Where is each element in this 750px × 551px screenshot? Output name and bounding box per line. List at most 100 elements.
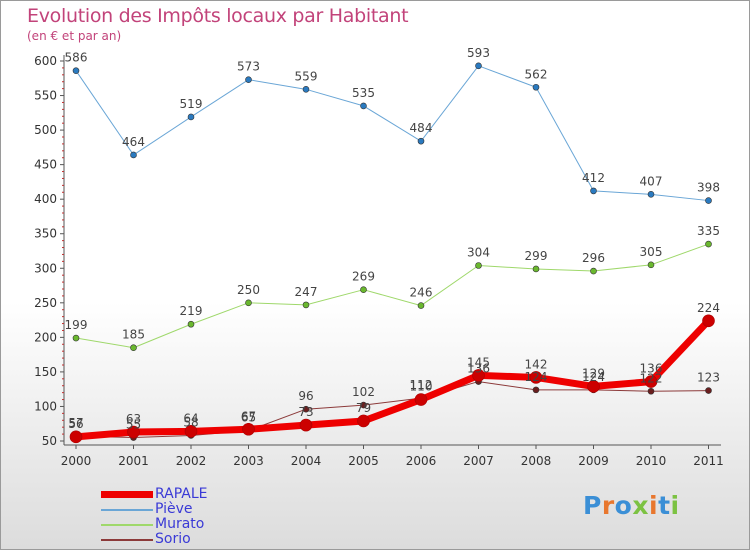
data-label-piève: 412	[582, 171, 605, 185]
data-label-murato: 304	[467, 246, 490, 260]
y-tick-label: 200	[34, 330, 57, 344]
data-label-murato: 250	[237, 283, 260, 297]
x-tick-label: 2001	[118, 454, 149, 468]
x-tick-label: 2006	[406, 454, 437, 468]
data-label-murato: 199	[65, 318, 88, 332]
x-tick-label: 2011	[693, 454, 724, 468]
legend-swatch-sorio	[101, 538, 153, 541]
data-point-piève	[130, 151, 137, 159]
data-label-rapale: 67	[241, 409, 256, 423]
logo-letter: i	[670, 491, 680, 520]
series-line-sorio	[75, 381, 709, 439]
y-tick-label: 150	[34, 365, 57, 379]
data-point-sorio	[705, 387, 712, 394]
data-point-piève	[475, 62, 482, 70]
legend-item-murato: Murato	[101, 517, 208, 532]
data-label-sorio: 55	[126, 418, 141, 432]
data-point-murato	[245, 299, 252, 307]
data-label-murato: 335	[697, 224, 720, 238]
data-label-piève: 559	[295, 69, 318, 83]
data-label-sorio: 58	[183, 415, 198, 429]
data-point-murato	[302, 301, 310, 309]
data-label-piève: 586	[65, 51, 88, 65]
legend-item-rapale: RAPALE	[101, 487, 208, 502]
data-point-piève	[417, 137, 425, 145]
data-point-murato	[130, 344, 137, 352]
data-point-piève	[360, 102, 367, 110]
data-point-rapale	[127, 425, 140, 439]
y-tick-label: 50	[42, 434, 57, 448]
data-point-rapale	[242, 422, 255, 436]
x-tick-label: 2009	[578, 454, 609, 468]
data-label-sorio: 102	[352, 385, 375, 399]
data-label-sorio: 96	[298, 389, 313, 403]
x-tick-label: 2005	[348, 454, 379, 468]
data-label-murato: 246	[410, 286, 433, 300]
x-tick-label: 2003	[233, 454, 264, 468]
chart-title: Evolution des Impôts locaux par Habitant	[27, 5, 409, 27]
data-label-murato: 296	[582, 251, 605, 265]
data-point-rapale	[644, 375, 658, 388]
logo-letter: t	[658, 491, 671, 520]
data-label-sorio: 136	[467, 362, 490, 376]
logo-letter: x	[632, 491, 649, 520]
data-point-piève	[302, 86, 310, 93]
data-point-murato	[360, 286, 367, 293]
logo-letter: r	[601, 491, 615, 520]
x-tick-label: 2010	[636, 454, 667, 468]
data-label-murato: 269	[352, 270, 375, 284]
y-tick-label: 450	[34, 158, 57, 172]
data-label-murato: 219	[180, 304, 203, 318]
data-label-sorio: 65	[241, 411, 256, 425]
data-label-rapale: 224	[697, 301, 720, 315]
y-tick-label: 500	[34, 123, 57, 137]
data-point-piève	[245, 76, 252, 83]
data-point-murato	[590, 267, 597, 275]
y-tick-label: 350	[34, 227, 57, 241]
y-tick-label: 300	[34, 261, 57, 275]
data-point-rapale	[184, 425, 198, 438]
data-label-piève: 593	[467, 46, 490, 60]
data-point-piève	[647, 191, 655, 198]
data-label-rapale: 64	[183, 411, 198, 425]
series-line-murato	[75, 243, 709, 349]
chart-subtitle: (en € et par an)	[27, 29, 122, 43]
data-label-sorio: 122	[640, 371, 663, 385]
data-point-piève	[532, 83, 540, 91]
y-tick-label: 400	[34, 192, 57, 206]
data-point-rapale	[529, 371, 543, 384]
data-point-piève	[72, 67, 80, 74]
data-label-piève: 535	[352, 86, 375, 100]
data-label-piève: 484	[410, 121, 433, 135]
data-point-sorio	[360, 401, 367, 409]
data-label-sorio: 57	[68, 416, 83, 430]
data-label-piève: 573	[237, 60, 260, 74]
data-point-rapale	[702, 314, 715, 328]
data-point-murato	[475, 262, 482, 269]
x-tick-label: 2008	[521, 454, 552, 468]
legend-swatch-piève	[101, 508, 153, 511]
data-point-rapale	[299, 418, 313, 432]
data-point-sorio	[532, 386, 540, 394]
data-label-sorio: 123	[697, 371, 720, 385]
data-label-rapale: 73	[298, 405, 313, 419]
x-tick-label: 2000	[61, 454, 92, 468]
data-point-sorio	[647, 387, 655, 395]
legend-label-sorio: Sorio	[155, 531, 191, 547]
legend-swatch-rapale	[101, 491, 153, 498]
series-line-piève	[75, 65, 709, 202]
data-label-sorio: 112	[410, 378, 433, 392]
data-label-murato: 305	[640, 245, 663, 259]
data-label-piève: 519	[180, 97, 203, 111]
data-point-sorio	[302, 405, 310, 413]
data-point-piève	[187, 113, 195, 121]
y-tick-label: 250	[34, 296, 57, 310]
data-label-piève: 562	[525, 67, 548, 81]
data-label-rapale: 142	[525, 357, 548, 371]
data-label-rapale: 56	[68, 417, 83, 431]
data-label-rapale: 136	[640, 362, 663, 376]
data-label-piève: 398	[697, 181, 720, 195]
data-point-murato	[532, 265, 540, 273]
